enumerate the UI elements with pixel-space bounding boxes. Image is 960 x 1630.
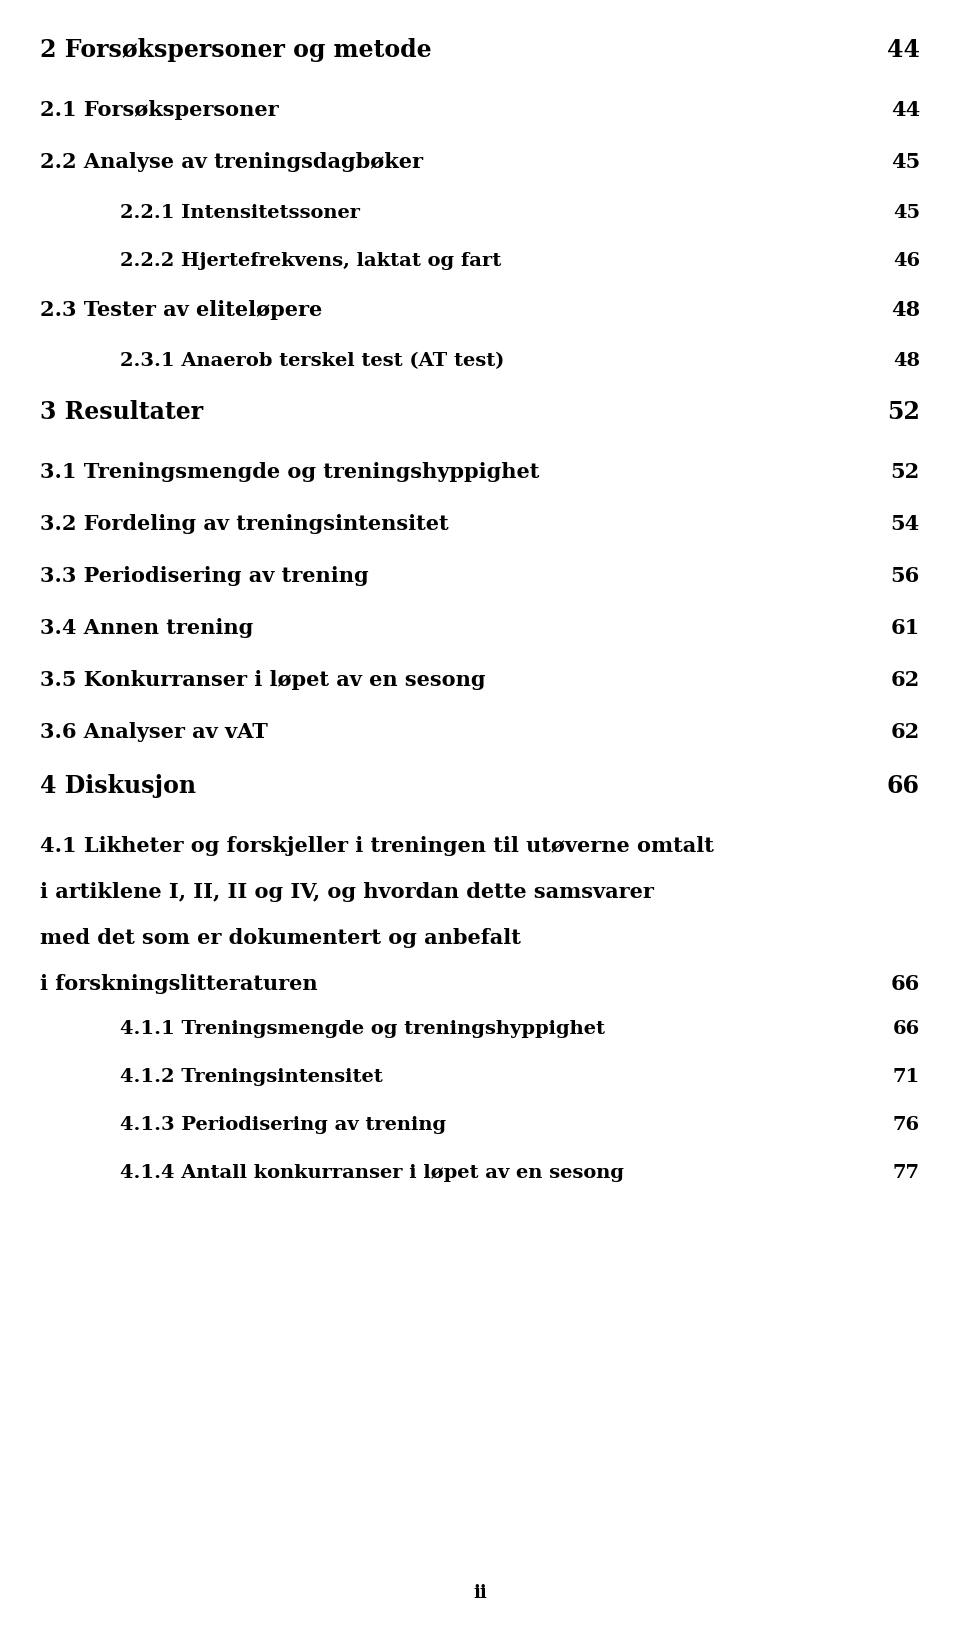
Text: 4.1.2 Treningsintensitet: 4.1.2 Treningsintensitet	[120, 1068, 383, 1086]
Text: med det som er dokumentert og anbefalt: med det som er dokumentert og anbefalt	[40, 927, 521, 949]
Text: 2.2.1 Intensitetssoner: 2.2.1 Intensitetssoner	[120, 204, 360, 222]
Text: 46: 46	[893, 253, 920, 271]
Text: 3 Resultater: 3 Resultater	[40, 399, 204, 424]
Text: 48: 48	[891, 300, 920, 319]
Text: 2.3 Tester av eliteløpere: 2.3 Tester av eliteløpere	[40, 300, 323, 319]
Text: 3.4 Annen trening: 3.4 Annen trening	[40, 618, 253, 637]
Text: 4.1.1 Treningsmengde og treningshyppighet: 4.1.1 Treningsmengde og treningshyppighe…	[120, 1020, 605, 1038]
Text: 3.6 Analyser av vAT: 3.6 Analyser av vAT	[40, 722, 268, 742]
Text: 62: 62	[891, 722, 920, 742]
Text: i artiklene I, II, II og IV, og hvordan dette samsvarer: i artiklene I, II, II og IV, og hvordan …	[40, 882, 654, 901]
Text: 4.1.3 Periodisering av trening: 4.1.3 Periodisering av trening	[120, 1117, 446, 1134]
Text: 71: 71	[893, 1068, 920, 1086]
Text: 4.1 Likheter og forskjeller i treningen til utøverne omtalt: 4.1 Likheter og forskjeller i treningen …	[40, 836, 714, 856]
Text: 2.3.1 Anaerob terskel test (AT test): 2.3.1 Anaerob terskel test (AT test)	[120, 352, 504, 370]
Text: 52: 52	[887, 399, 920, 424]
Text: i forskningslitteraturen: i forskningslitteraturen	[40, 975, 318, 994]
Text: 4.1.4 Antall konkurranser i løpet av en sesong: 4.1.4 Antall konkurranser i løpet av en …	[120, 1164, 624, 1182]
Text: 2.2 Analyse av treningsdagbøker: 2.2 Analyse av treningsdagbøker	[40, 152, 423, 173]
Text: 3.2 Fordeling av treningsintensitet: 3.2 Fordeling av treningsintensitet	[40, 513, 448, 535]
Text: 45: 45	[893, 204, 920, 222]
Text: 56: 56	[891, 566, 920, 587]
Text: 4 Diskusjon: 4 Diskusjon	[40, 774, 196, 799]
Text: 44: 44	[887, 37, 920, 62]
Text: 2.2.2 Hjertefrekvens, laktat og fart: 2.2.2 Hjertefrekvens, laktat og fart	[120, 253, 501, 271]
Text: 66: 66	[887, 774, 920, 799]
Text: 2.1 Forsøkspersoner: 2.1 Forsøkspersoner	[40, 99, 278, 121]
Text: 66: 66	[893, 1020, 920, 1038]
Text: 2 Forsøkspersoner og metode: 2 Forsøkspersoner og metode	[40, 37, 432, 62]
Text: ii: ii	[473, 1584, 487, 1602]
Text: 3.1 Treningsmengde og treningshyppighet: 3.1 Treningsmengde og treningshyppighet	[40, 461, 540, 482]
Text: 45: 45	[891, 152, 920, 173]
Text: 54: 54	[891, 513, 920, 535]
Text: 52: 52	[891, 461, 920, 482]
Text: 3.5 Konkurranser i løpet av en sesong: 3.5 Konkurranser i løpet av en sesong	[40, 670, 486, 689]
Text: 3.3 Periodisering av trening: 3.3 Periodisering av trening	[40, 566, 369, 587]
Text: 62: 62	[891, 670, 920, 689]
Text: 44: 44	[891, 99, 920, 121]
Text: 61: 61	[891, 618, 920, 637]
Text: 66: 66	[891, 975, 920, 994]
Text: 48: 48	[893, 352, 920, 370]
Text: 77: 77	[893, 1164, 920, 1182]
Text: 76: 76	[893, 1117, 920, 1134]
